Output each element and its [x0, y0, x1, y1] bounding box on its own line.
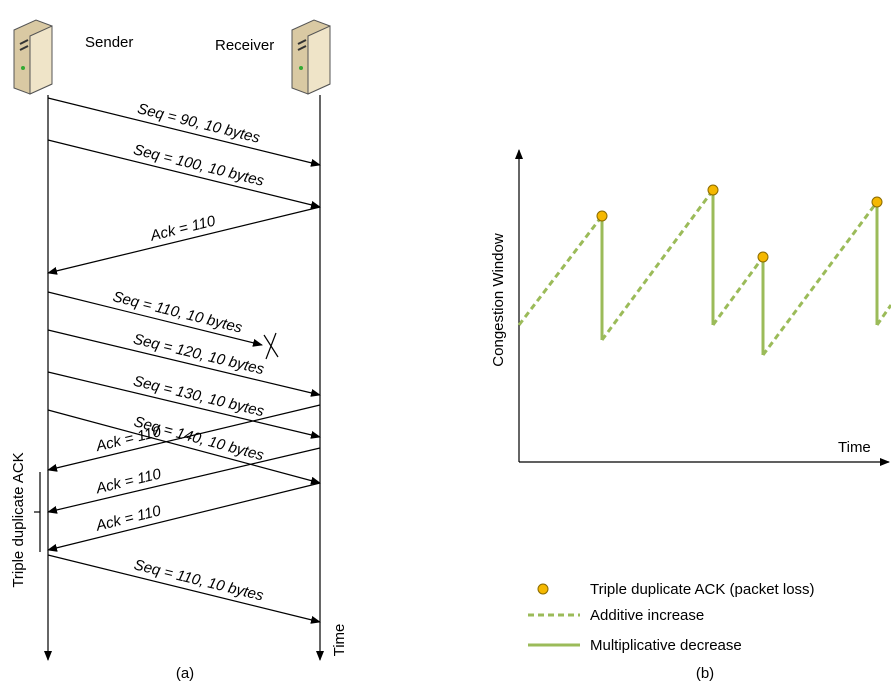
side-label: Triple duplicate ACK	[10, 452, 27, 587]
legend-marker	[538, 584, 548, 594]
message-arrow	[48, 448, 320, 512]
loss-marker	[597, 211, 607, 221]
message-arrow	[48, 405, 320, 470]
sender-label: Sender	[85, 34, 133, 51]
loss-mark	[264, 333, 278, 359]
increase-segment	[602, 190, 713, 340]
message-label: Seq = 90, 10 bytes	[136, 100, 262, 147]
message-arrow	[48, 140, 320, 207]
loss-marker	[758, 252, 768, 262]
caption: (b)	[696, 665, 714, 682]
receiver-label: Receiver	[215, 37, 274, 54]
increase-segment	[713, 257, 763, 325]
loss-marker	[708, 185, 718, 195]
increase-segment	[763, 202, 877, 355]
sender-icon	[14, 20, 52, 94]
caption: (a)	[176, 665, 194, 682]
message-arrow	[48, 555, 320, 622]
message-arrow	[48, 207, 320, 273]
receiver-icon	[292, 20, 330, 94]
time-label: Time	[331, 624, 348, 657]
legend-text: Triple duplicate ACK (packet loss)	[590, 581, 815, 598]
legend-text: Multiplicative decrease	[590, 637, 742, 654]
increase-segment	[877, 305, 891, 325]
loss-marker	[872, 197, 882, 207]
y-axis-label: Congestion Window	[490, 233, 507, 367]
x-axis-label: Time	[838, 439, 871, 456]
increase-segment	[519, 216, 602, 325]
message-arrow	[48, 410, 320, 483]
diagram: Sender Receiver Triple duplicate ACK Tim…	[0, 0, 891, 687]
message-arrow	[48, 483, 320, 550]
legend-text: Additive increase	[590, 607, 704, 624]
sawtooth	[519, 185, 891, 355]
